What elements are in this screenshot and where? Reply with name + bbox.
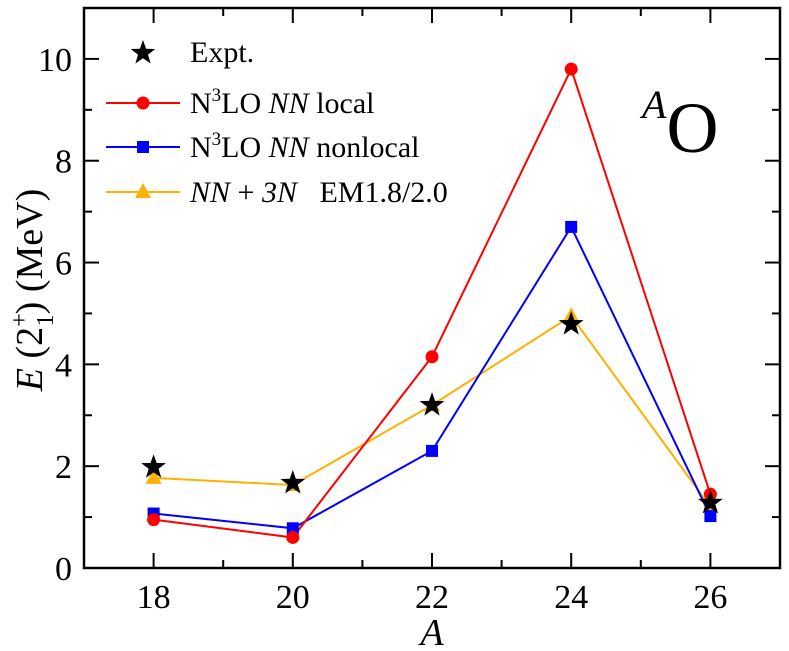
legend-marker-square	[137, 141, 149, 153]
point-n3lo-nn-local-20	[286, 530, 300, 544]
legend-marker-expt	[130, 40, 156, 64]
x-tick-label-22: 22	[415, 579, 449, 616]
point-expt-20	[280, 469, 306, 494]
point-n3lo-nn-local-24	[564, 62, 578, 76]
point-expt-18	[141, 454, 166, 478]
series-markers	[141, 62, 723, 544]
point-n3lo-nn-local-22	[425, 350, 439, 364]
point-n3lo-nn-local-18	[147, 513, 161, 527]
y-axis-label: E (2+1) (MeV)	[7, 189, 59, 392]
y-tick-label-10: 10	[38, 42, 72, 79]
y-tick-label-6: 6	[55, 246, 72, 283]
legend-marker-circle	[136, 96, 150, 110]
point-n3lo-nn-nonlocal-26	[704, 510, 717, 523]
legend-item-nn-3n: NN + 3N EM1.8/2.0	[106, 176, 448, 209]
nucleus-annotation: AO	[639, 82, 718, 168]
legend-marker-nn-3n-em1-8-2-0	[135, 183, 151, 198]
legend: Expt. N3LO NN local N3LO NN nonlocal NN …	[106, 36, 448, 209]
legend-marker-star	[130, 40, 156, 64]
nucleus-symbol: O	[666, 88, 718, 168]
legend-label-nn-3n: NN + 3N EM1.8/2.0	[189, 176, 448, 209]
legend-item-n3lo-local: N3LO NN local	[106, 85, 375, 120]
y-tick-label-2: 2	[55, 449, 72, 486]
x-tick-label-20: 20	[276, 579, 310, 616]
legend-item-n3lo-nonlocal: N3LO NN nonlocal	[106, 129, 420, 164]
legend-label-n3lo-nonlocal: N3LO NN nonlocal	[190, 129, 420, 164]
legend-label-expt: Expt.	[190, 36, 254, 69]
y-axis-label-e: E	[9, 368, 51, 392]
nucleus-superscript: A	[639, 82, 667, 127]
plot-frame	[82, 6, 782, 570]
x-tick-label-26: 26	[693, 579, 727, 616]
point-expt-24	[558, 311, 584, 335]
legend-marker-n3lo-nn-nonlocal	[137, 141, 149, 153]
point-expt-26	[698, 489, 723, 514]
x-axis-label: A	[417, 612, 444, 651]
y-tick-label-4: 4	[55, 347, 72, 384]
x-tick-label-24: 24	[554, 579, 588, 616]
point-n3lo-nn-nonlocal-20	[286, 522, 299, 535]
point-nn-3n-em1-8-2-0-18	[145, 468, 162, 484]
point-n3lo-nn-nonlocal-22	[426, 444, 438, 457]
legend-label-n3lo-local: N3LO NN local	[190, 85, 375, 120]
y-tick-label-0: 0	[55, 551, 72, 588]
legend-marker-n3lo-nn-local	[136, 96, 150, 110]
x-tick-label-18: 18	[137, 579, 171, 616]
point-expt-22	[419, 392, 445, 416]
legend-marker-triangle	[135, 183, 151, 198]
point-n3lo-nn-nonlocal-24	[565, 220, 578, 233]
legend-item-expt: Expt.	[130, 36, 254, 69]
y-tick-label-8: 8	[55, 144, 72, 181]
